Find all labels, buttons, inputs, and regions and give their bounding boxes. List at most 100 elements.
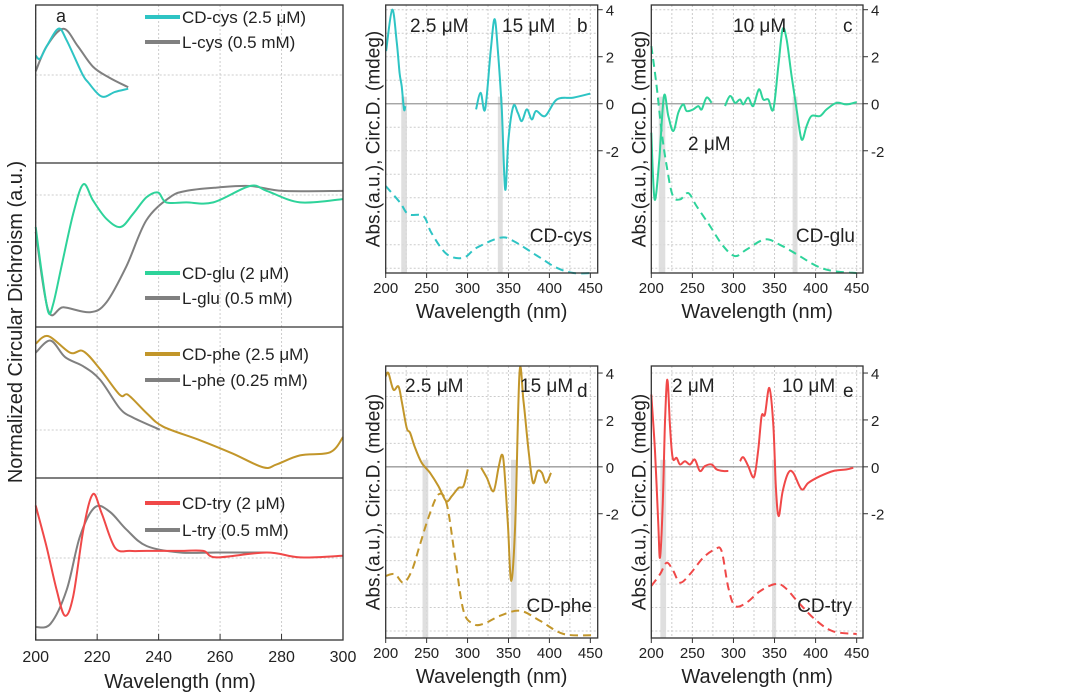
concentration-label: 10 μM — [733, 16, 786, 37]
sample-label: CD-try — [797, 596, 852, 617]
sample-label: CD-phe — [527, 596, 592, 617]
cd-line — [650, 93, 713, 201]
concentration-label: 10 μM — [782, 376, 835, 397]
x-tick-label: 350 — [762, 280, 787, 297]
highlight-band — [792, 96, 798, 274]
x-tick-label: 400 — [537, 280, 562, 297]
series-line-cd-glu — [34, 183, 344, 316]
x-tick-label: 250 — [414, 280, 439, 297]
x-tick-label: 200 — [373, 280, 398, 297]
concentration-label: 15 μM — [520, 376, 573, 397]
legend-label: L-cys (0.5 mM) — [182, 33, 295, 52]
highlight-band — [660, 459, 667, 638]
cd-line — [739, 386, 854, 518]
series-line-cd-cys — [34, 27, 129, 98]
sample-label: CD-cys — [530, 226, 592, 247]
y-tick-label: 2 — [871, 413, 879, 430]
absorbance-line — [384, 185, 594, 275]
cd-line — [385, 8, 407, 112]
concentration-label: 2 μM — [688, 134, 731, 155]
plot-frame — [35, 4, 344, 641]
x-tick-label: 400 — [803, 645, 828, 662]
series-line-cd-phe — [35, 334, 344, 469]
plot-frame — [650, 4, 864, 274]
plot-frame — [650, 365, 864, 639]
y-tick-label: -2 — [606, 507, 619, 524]
x-axis-title: Wavelength (nm) — [681, 301, 833, 323]
legend-label: CD-cys (2.5 μM) — [182, 8, 306, 27]
x-tick-label: 250 — [680, 280, 705, 297]
x-tick-label: 250 — [680, 645, 705, 662]
series-line-l-phe — [35, 339, 161, 431]
y-axis-title: Abs.(a.u.), Circ.D. (mdeg) — [629, 31, 650, 247]
panel-label: b — [577, 16, 588, 37]
y-axis-title: Normalized Circular Dichroism (a.u.) — [5, 161, 27, 483]
y-tick-label: 2 — [871, 50, 879, 67]
sample-label: CD-glu — [796, 226, 855, 247]
highlight-band — [401, 96, 407, 274]
highlight-band — [422, 459, 429, 638]
x-axis-title: Wavelength (nm) — [416, 301, 568, 323]
legend-label: CD-glu (2 μM) — [182, 264, 289, 283]
x-tick-label: 450 — [578, 645, 603, 662]
y-tick-label: 0 — [606, 97, 614, 114]
x-tick-label: 260 — [207, 649, 234, 666]
y-tick-label: 4 — [606, 3, 614, 20]
y-tick-label: 4 — [871, 3, 879, 20]
x-tick-label: 200 — [22, 649, 49, 666]
x-tick-label: 350 — [496, 280, 521, 297]
x-axis-title: Wavelength (nm) — [681, 666, 833, 688]
x-tick-label: 200 — [639, 280, 664, 297]
legend-label: CD-phe (2.5 μM) — [182, 345, 309, 364]
x-tick-label: 300 — [455, 645, 480, 662]
y-axis-title: Abs.(a.u.), Circ.D. (mdeg) — [364, 394, 385, 610]
concentration-label: 2.5 μM — [410, 16, 468, 37]
panel-label: d — [577, 381, 588, 402]
x-tick-label: 200 — [373, 645, 398, 662]
concentration-label: 2 μM — [672, 376, 715, 397]
plot-frame — [385, 365, 599, 639]
absorbance-line — [650, 46, 857, 274]
highlight-band — [658, 96, 666, 274]
x-tick-label: 220 — [84, 649, 111, 666]
panel-label: e — [843, 381, 854, 402]
y-tick-label: 4 — [871, 366, 879, 383]
x-tick-label: 300 — [721, 645, 746, 662]
y-tick-label: -2 — [606, 144, 619, 161]
y-tick-label: 4 — [606, 366, 614, 383]
series-line-cd-try — [34, 492, 344, 617]
panel-label: a — [56, 6, 67, 26]
x-tick-label: 240 — [145, 649, 172, 666]
cd-line — [480, 365, 552, 583]
concentration-label: 15 μM — [502, 16, 555, 37]
y-tick-label: 2 — [606, 50, 614, 67]
x-axis-title: Wavelength (nm) — [104, 671, 256, 693]
plot-frame — [385, 4, 599, 274]
highlight-band — [772, 459, 777, 638]
series-line-l-try — [35, 504, 267, 629]
x-tick-label: 300 — [330, 649, 357, 666]
x-tick-label: 300 — [721, 280, 746, 297]
legend-label: CD-try (2 μM) — [182, 494, 285, 513]
x-axis-title: Wavelength (nm) — [416, 666, 568, 688]
x-tick-label: 250 — [414, 645, 439, 662]
cd-line — [384, 371, 469, 503]
series-line-l-cys — [34, 27, 129, 89]
y-axis-title: Abs.(a.u.), Circ.D. (mdeg) — [629, 394, 650, 610]
absorbance-line — [650, 546, 857, 635]
cd-line — [475, 18, 591, 191]
cd-line — [650, 378, 729, 559]
x-tick-label: 450 — [578, 280, 603, 297]
cd-line — [724, 27, 857, 141]
highlight-band — [497, 96, 503, 274]
concentration-label: 2.5 μM — [405, 376, 463, 397]
x-tick-label: 200 — [639, 645, 664, 662]
legend-label: L-glu (0.5 mM) — [182, 289, 293, 308]
absorbance-line — [385, 492, 594, 637]
y-tick-label: -2 — [871, 144, 884, 161]
y-tick-label: -2 — [871, 507, 884, 524]
x-tick-label: 400 — [537, 645, 562, 662]
x-tick-label: 450 — [844, 645, 869, 662]
y-axis-title: Abs.(a.u.), Circ.D. (mdeg) — [364, 31, 385, 247]
